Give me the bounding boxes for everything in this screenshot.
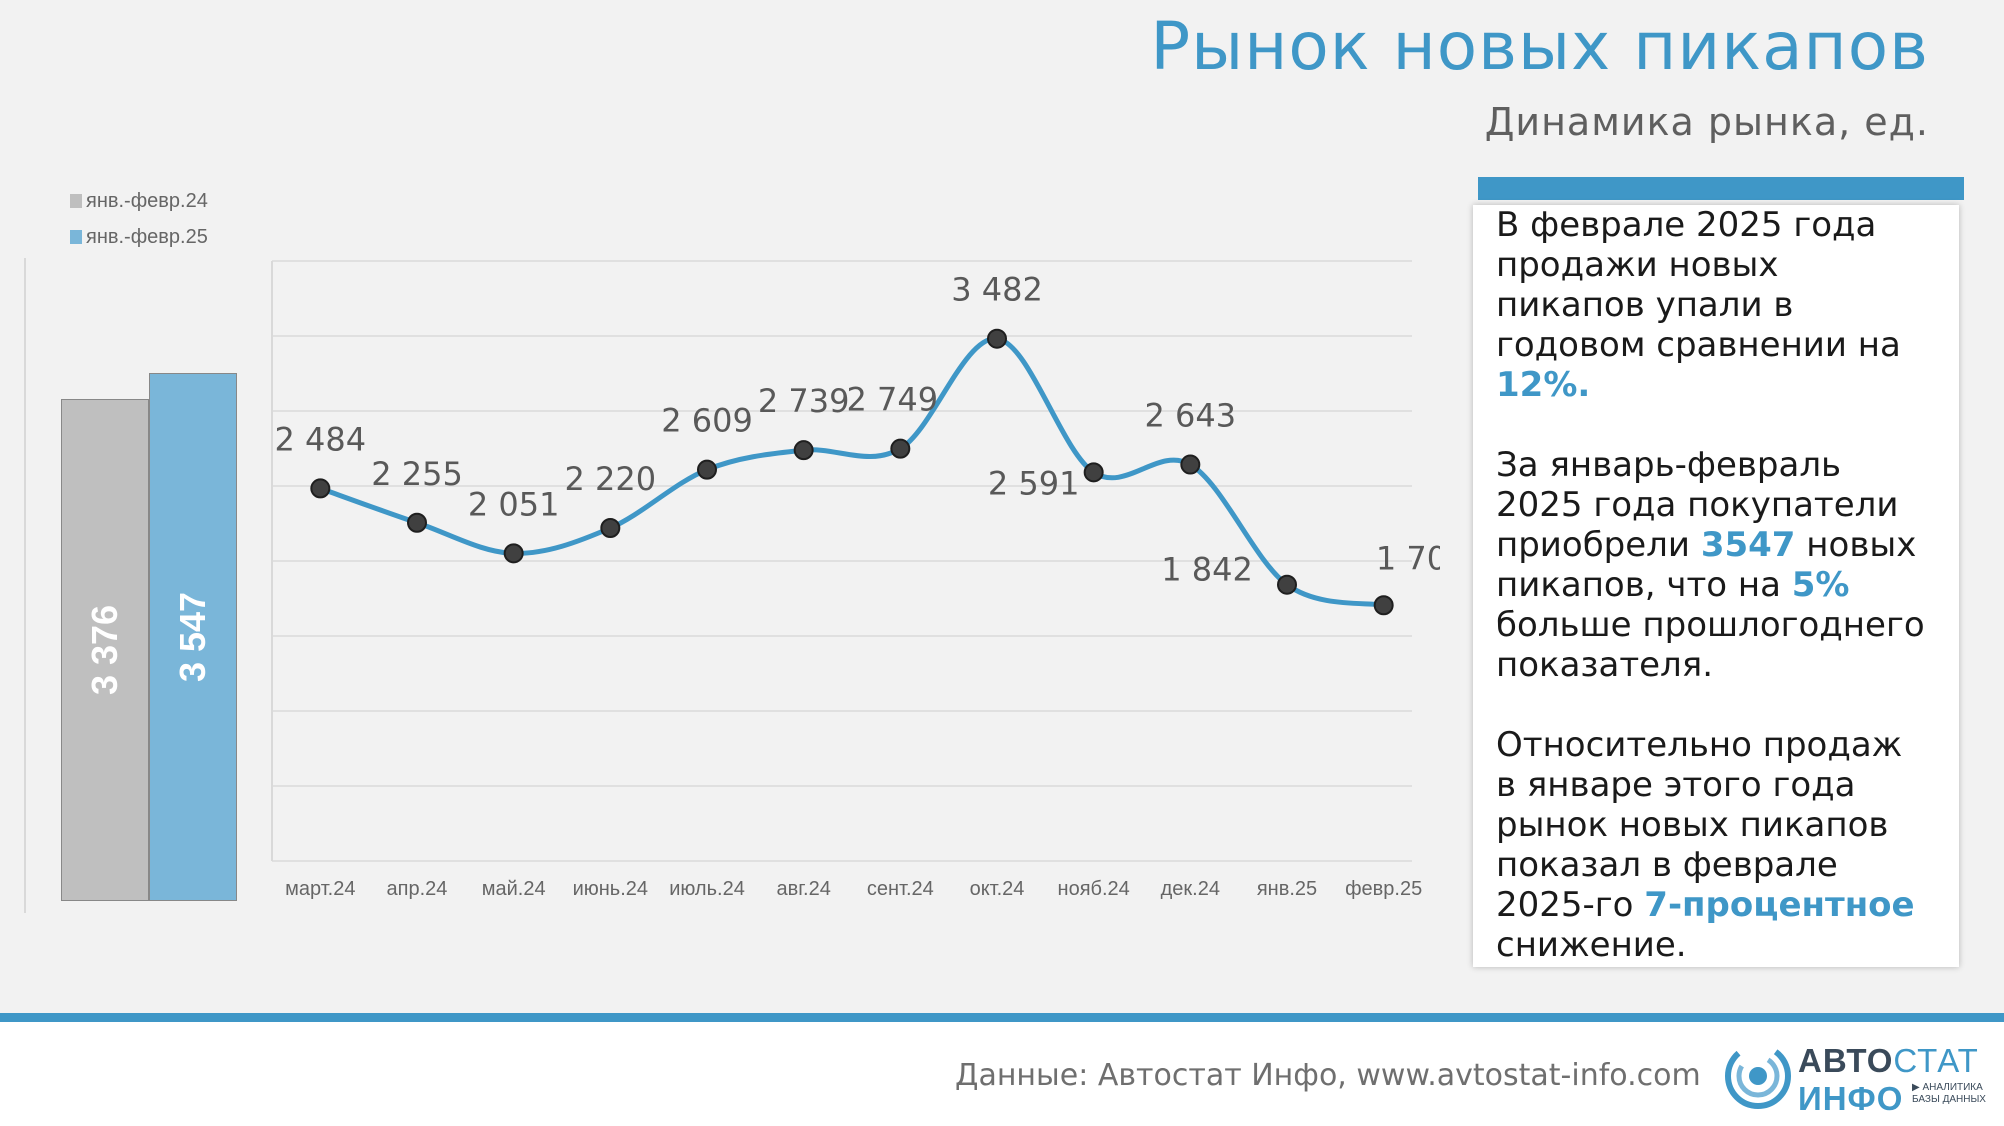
data-label-8: 3 482 bbox=[951, 271, 1043, 309]
data-label-5: 2 609 bbox=[661, 402, 753, 440]
legend-item-2025: янв.-февр.25 bbox=[70, 219, 208, 255]
data-label-11: 1 842 bbox=[1161, 551, 1253, 589]
data-label-3: 2 051 bbox=[468, 485, 560, 523]
data-point-7 bbox=[890, 438, 911, 459]
legend-swatch-2025 bbox=[70, 230, 82, 244]
data-point-8 bbox=[987, 328, 1007, 349]
data-point-2 bbox=[407, 512, 427, 533]
data-label-12: 1 705 bbox=[1376, 539, 1440, 577]
info-p2-highlight-1: 3547 bbox=[1700, 525, 1796, 565]
ytd-bar-2025: 3 547 bbox=[149, 373, 237, 901]
info-paragraph-2: За январь-февраль 2025 года покупатели п… bbox=[1496, 445, 1929, 685]
logo-swirl-icon bbox=[1725, 1043, 1791, 1109]
data-label-6: 2 739 bbox=[758, 382, 850, 420]
x-tick-label-4: июнь.24 bbox=[573, 878, 648, 900]
legend-item-2024: янв.-февр.24 bbox=[70, 183, 208, 219]
info-p2-a: За январь-февраль 2025 года покупатели п… bbox=[1496, 445, 1899, 565]
logo-word-stat: СТАТ bbox=[1893, 1042, 1979, 1079]
legend-label-2024: янв.-февр.24 bbox=[86, 189, 208, 212]
data-point-10 bbox=[1180, 454, 1201, 475]
info-p3-highlight: 7-процентное bbox=[1644, 885, 1915, 925]
x-tick-label-9: нояб.24 bbox=[1058, 878, 1130, 900]
logo-tagline-2: БАЗЫ ДАННЫХ bbox=[1912, 1094, 1986, 1105]
x-tick-label-5: июль.24 bbox=[669, 878, 745, 900]
data-point-12 bbox=[1373, 595, 1394, 616]
legend-swatch-2024 bbox=[70, 194, 82, 208]
info-panel: В феврале 2025 года продажи новых пикапо… bbox=[1473, 205, 1959, 967]
data-label-9: 2 591 bbox=[988, 464, 1080, 502]
legend: янв.-февр.24 янв.-февр.25 bbox=[70, 183, 208, 255]
data-label-1: 2 484 bbox=[275, 420, 367, 458]
ytd-bar-label-2024: 3 376 bbox=[84, 604, 125, 695]
logo-word-avto: АВТО bbox=[1798, 1042, 1894, 1079]
footer-accent-line bbox=[0, 1013, 2004, 1022]
info-p3-a: Относительно продаж в январе этого года … bbox=[1496, 725, 1903, 925]
x-tick-label-1: март.24 bbox=[285, 878, 355, 900]
x-tick-label-7: сент.24 bbox=[867, 878, 934, 900]
x-tick-label-8: окт.24 bbox=[970, 878, 1025, 900]
data-label-2: 2 255 bbox=[371, 455, 463, 493]
ytd-bar-2024: 3 376 bbox=[61, 398, 149, 901]
data-point-9 bbox=[1083, 462, 1104, 483]
info-paragraph-1: В феврале 2025 года продажи новых пикапо… bbox=[1496, 205, 1929, 405]
info-text: В феврале 2025 года продажи новых пикапо… bbox=[1496, 205, 1929, 965]
ytd-comparison-chart: 3 376 3 547 bbox=[24, 258, 256, 913]
x-tick-label-10: дек.24 bbox=[1161, 878, 1220, 900]
info-p1-text: В феврале 2025 года продажи новых пикапо… bbox=[1496, 205, 1901, 365]
info-accent-line bbox=[1478, 197, 1964, 200]
x-tick-label-2: апр.24 bbox=[387, 878, 448, 900]
legend-label-2025: янв.-февр.25 bbox=[86, 225, 208, 248]
page-subtitle: Динамика рынка, ед. bbox=[1484, 100, 1929, 144]
ytd-bar-label-2025: 3 547 bbox=[172, 591, 213, 683]
avtostat-logo: АВТОСТАТ ИНФО ▶ АНАЛИТИКА БАЗЫ ДАННЫХ bbox=[1722, 1040, 1986, 1117]
logo-wordmark-line2: ИНФО bbox=[1798, 1080, 1904, 1117]
data-point-4 bbox=[600, 518, 621, 538]
data-point-5 bbox=[697, 459, 717, 480]
x-tick-label-11: янв.25 bbox=[1257, 878, 1317, 900]
logo-tagline-1: ▶ АНАЛИТИКА bbox=[1912, 1082, 1983, 1093]
data-point-6 bbox=[793, 440, 814, 461]
info-paragraph-3: Относительно продаж в январе этого года … bbox=[1496, 725, 1929, 965]
data-label-7: 2 749 bbox=[847, 381, 939, 419]
info-p2-c: больше прошлогоднего показателя. bbox=[1496, 605, 1925, 685]
data-label-10: 2 643 bbox=[1145, 397, 1237, 435]
info-p3-b: снижение. bbox=[1496, 925, 1687, 965]
x-tick-label-3: май.24 bbox=[482, 878, 546, 900]
data-label-4: 2 220 bbox=[565, 460, 657, 498]
info-p1-highlight: 12%. bbox=[1496, 365, 1591, 405]
data-point-11 bbox=[1277, 574, 1297, 595]
info-p2-b: новых пикапов, что на bbox=[1496, 525, 1917, 605]
logo-tagline: ▶ АНАЛИТИКА БАЗЫ ДАННЫХ bbox=[1912, 1082, 1986, 1106]
data-point-1 bbox=[310, 478, 331, 499]
page-title: Рынок новых пикапов bbox=[1150, 8, 1929, 85]
info-accent-bar bbox=[1478, 177, 1964, 197]
x-tick-label-12: февр.25 bbox=[1345, 878, 1422, 900]
info-p2-highlight-2: 5% bbox=[1791, 565, 1850, 605]
logo-wordmark-line1: АВТОСТАТ bbox=[1798, 1042, 1979, 1080]
x-tick-label-6: авг.24 bbox=[776, 878, 830, 900]
footer bbox=[0, 1022, 2004, 1126]
data-source: Данные: Автостат Инфо, www.avtostat-info… bbox=[955, 1058, 1701, 1093]
data-point-3 bbox=[503, 543, 524, 564]
